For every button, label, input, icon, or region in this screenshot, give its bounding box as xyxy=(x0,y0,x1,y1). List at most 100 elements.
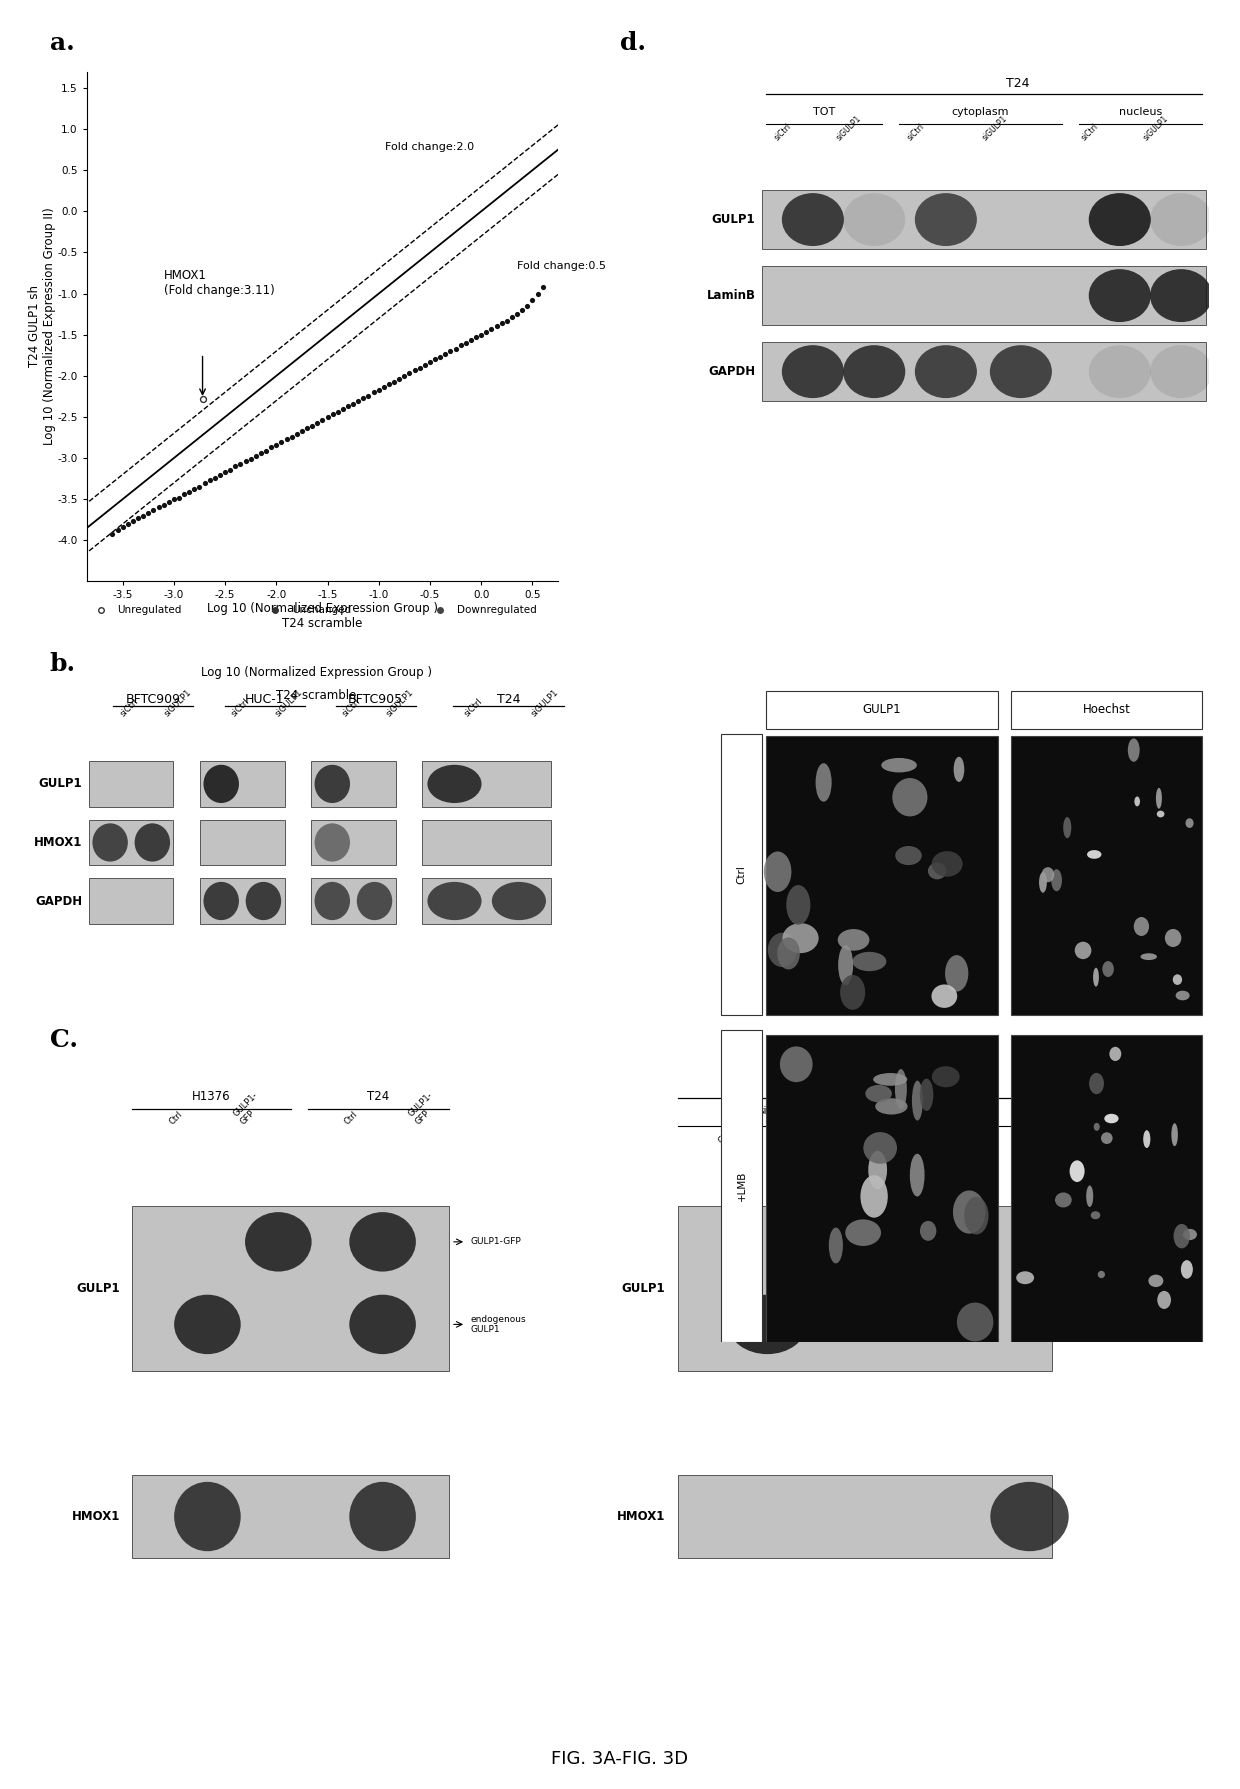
Text: GULP1: GULP1 xyxy=(38,778,82,791)
Point xyxy=(205,463,224,492)
Ellipse shape xyxy=(492,882,546,920)
Ellipse shape xyxy=(135,823,170,862)
Text: siGULP1: siGULP1 xyxy=(946,1106,988,1116)
Text: Ctrl: Ctrl xyxy=(167,1109,185,1127)
Text: T24: T24 xyxy=(1007,77,1029,89)
Point xyxy=(343,390,363,419)
Ellipse shape xyxy=(1105,1115,1118,1123)
Ellipse shape xyxy=(1151,345,1213,399)
Y-axis label: T24 GULP1 sh
Log 10 (Normalized Expression Group II): T24 GULP1 sh Log 10 (Normalized Expressi… xyxy=(29,208,56,445)
Ellipse shape xyxy=(174,1295,241,1354)
Ellipse shape xyxy=(1070,1161,1085,1183)
Point xyxy=(502,302,522,331)
Ellipse shape xyxy=(203,882,239,920)
Text: cytoplasm: cytoplasm xyxy=(952,107,1009,116)
Ellipse shape xyxy=(1133,918,1149,936)
Point xyxy=(139,499,159,528)
Ellipse shape xyxy=(920,1079,934,1111)
Point xyxy=(257,437,277,465)
Ellipse shape xyxy=(315,764,350,803)
Ellipse shape xyxy=(1089,1073,1104,1095)
Ellipse shape xyxy=(931,852,962,877)
Ellipse shape xyxy=(931,984,957,1007)
Ellipse shape xyxy=(782,345,844,399)
Text: GAPDH: GAPDH xyxy=(35,894,82,907)
Ellipse shape xyxy=(895,846,921,866)
Point xyxy=(430,596,450,624)
Ellipse shape xyxy=(1151,193,1213,247)
Ellipse shape xyxy=(428,764,481,803)
Text: T24: T24 xyxy=(854,1079,877,1091)
Point xyxy=(456,329,476,358)
Bar xyxy=(200,819,284,866)
Bar xyxy=(766,691,997,728)
Point xyxy=(180,478,200,506)
Ellipse shape xyxy=(315,882,350,920)
Point xyxy=(262,433,281,462)
Point xyxy=(246,442,265,471)
Text: nucleus: nucleus xyxy=(1120,107,1162,116)
Ellipse shape xyxy=(1151,268,1213,322)
Ellipse shape xyxy=(816,764,832,801)
Bar xyxy=(311,878,396,923)
Bar xyxy=(133,1206,449,1370)
Point xyxy=(216,458,236,487)
Point xyxy=(133,501,153,530)
Text: siGULP1: siGULP1 xyxy=(162,689,193,719)
Ellipse shape xyxy=(1091,1211,1100,1220)
Text: H1376: H1376 xyxy=(192,1090,231,1102)
Text: siGULP1: siGULP1 xyxy=(981,114,1009,143)
Point xyxy=(481,315,501,343)
Point xyxy=(118,510,138,538)
Point xyxy=(451,331,471,360)
Point xyxy=(420,347,440,376)
Text: HMOX1: HMOX1 xyxy=(33,835,82,850)
Point xyxy=(363,377,383,406)
Point xyxy=(108,515,128,544)
Point xyxy=(497,306,517,335)
Point xyxy=(512,295,532,324)
Point xyxy=(226,453,246,481)
Ellipse shape xyxy=(782,923,818,954)
Point xyxy=(174,479,193,508)
Point xyxy=(241,445,260,474)
Ellipse shape xyxy=(1039,871,1047,893)
Text: GULP1-
GFP: GULP1- GFP xyxy=(971,1109,1007,1145)
Ellipse shape xyxy=(780,1047,812,1082)
Text: T24 scramble: T24 scramble xyxy=(277,689,356,701)
Ellipse shape xyxy=(728,1295,806,1354)
Text: GAPDH: GAPDH xyxy=(708,365,755,377)
Ellipse shape xyxy=(1172,1123,1178,1147)
Ellipse shape xyxy=(875,1098,908,1115)
Ellipse shape xyxy=(1135,796,1140,807)
Text: siGULP1: siGULP1 xyxy=(1141,114,1169,143)
Text: siCtrl: siCtrl xyxy=(1080,122,1100,143)
Bar xyxy=(1012,691,1203,728)
Ellipse shape xyxy=(1183,1229,1197,1240)
Ellipse shape xyxy=(93,823,128,862)
Point xyxy=(394,361,414,390)
Text: GULP1: GULP1 xyxy=(621,1281,665,1295)
Ellipse shape xyxy=(868,1150,887,1190)
Point xyxy=(399,360,419,388)
Bar xyxy=(200,878,284,923)
Text: Hoechst: Hoechst xyxy=(1083,703,1131,716)
Bar xyxy=(89,760,174,807)
Ellipse shape xyxy=(882,759,916,773)
Ellipse shape xyxy=(945,955,968,991)
Ellipse shape xyxy=(1157,810,1164,818)
Text: FIG. 3A-FIG. 3D: FIG. 3A-FIG. 3D xyxy=(552,1750,688,1768)
Text: Fold change:2.0: Fold change:2.0 xyxy=(386,141,475,152)
Bar xyxy=(311,819,396,866)
Bar xyxy=(763,267,1205,326)
Point xyxy=(322,401,342,429)
Ellipse shape xyxy=(246,882,281,920)
Bar xyxy=(89,878,174,923)
Point xyxy=(507,301,527,329)
Ellipse shape xyxy=(852,952,887,971)
Ellipse shape xyxy=(954,1190,986,1234)
Text: BFTC909: BFTC909 xyxy=(126,692,181,707)
Point xyxy=(277,424,296,453)
Point xyxy=(103,519,123,547)
Ellipse shape xyxy=(1017,1272,1034,1285)
